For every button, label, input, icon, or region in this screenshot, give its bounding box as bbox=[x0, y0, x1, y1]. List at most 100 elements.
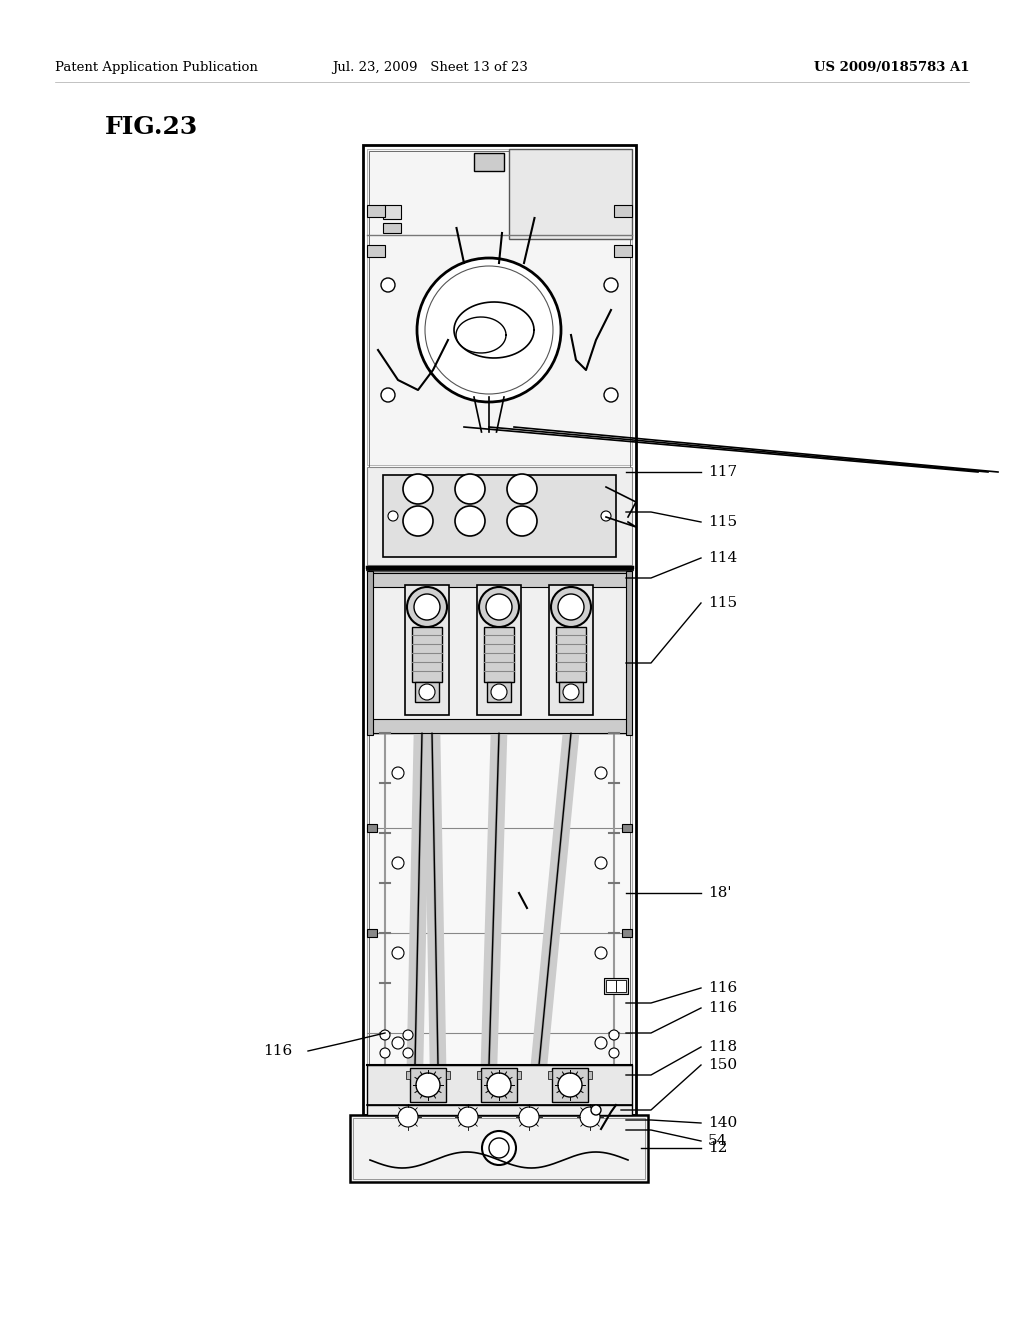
Circle shape bbox=[380, 1030, 390, 1040]
Bar bbox=[517, 1071, 521, 1078]
Circle shape bbox=[380, 1048, 390, 1059]
Circle shape bbox=[595, 1038, 607, 1049]
Text: Patent Application Publication: Patent Application Publication bbox=[55, 62, 258, 74]
Text: 18': 18' bbox=[708, 886, 731, 900]
Text: US 2009/0185783 A1: US 2009/0185783 A1 bbox=[814, 62, 970, 74]
Bar bbox=[614, 205, 632, 216]
Bar bbox=[626, 572, 632, 735]
Bar bbox=[383, 223, 401, 234]
Circle shape bbox=[507, 506, 537, 536]
Text: 116: 116 bbox=[708, 1001, 737, 1015]
Circle shape bbox=[398, 1107, 418, 1127]
Circle shape bbox=[417, 257, 561, 403]
Bar bbox=[477, 585, 521, 715]
Circle shape bbox=[458, 1107, 478, 1127]
Bar bbox=[369, 150, 630, 1109]
Circle shape bbox=[403, 1048, 413, 1059]
Bar bbox=[353, 1118, 645, 1179]
Bar bbox=[481, 1068, 517, 1102]
Circle shape bbox=[486, 594, 512, 620]
Circle shape bbox=[455, 506, 485, 536]
Circle shape bbox=[388, 511, 398, 521]
Bar bbox=[552, 1068, 588, 1102]
Circle shape bbox=[479, 587, 519, 627]
Bar bbox=[477, 1071, 481, 1078]
Bar bbox=[367, 246, 385, 257]
Bar bbox=[556, 627, 586, 682]
Circle shape bbox=[489, 1138, 509, 1158]
Circle shape bbox=[551, 587, 591, 627]
Circle shape bbox=[403, 474, 433, 504]
Circle shape bbox=[419, 684, 435, 700]
Bar bbox=[383, 205, 401, 219]
Bar bbox=[371, 719, 628, 733]
Circle shape bbox=[609, 1030, 618, 1040]
Bar bbox=[410, 1068, 446, 1102]
Text: 116: 116 bbox=[263, 1044, 292, 1059]
Circle shape bbox=[403, 1030, 413, 1040]
Circle shape bbox=[595, 857, 607, 869]
Circle shape bbox=[416, 1073, 440, 1097]
Circle shape bbox=[392, 946, 404, 960]
Circle shape bbox=[490, 684, 507, 700]
Bar bbox=[350, 1115, 648, 1181]
Circle shape bbox=[604, 279, 618, 292]
Bar bbox=[446, 1071, 450, 1078]
Bar bbox=[606, 979, 616, 993]
Bar bbox=[406, 585, 449, 715]
Circle shape bbox=[392, 857, 404, 869]
Circle shape bbox=[601, 511, 611, 521]
Text: 115: 115 bbox=[708, 515, 737, 529]
Text: Jul. 23, 2009   Sheet 13 of 23: Jul. 23, 2009 Sheet 13 of 23 bbox=[332, 62, 528, 74]
Circle shape bbox=[563, 684, 579, 700]
Bar bbox=[371, 573, 628, 733]
Bar bbox=[622, 929, 632, 937]
Circle shape bbox=[407, 587, 447, 627]
Bar bbox=[406, 1071, 410, 1078]
Bar bbox=[367, 467, 632, 565]
Circle shape bbox=[558, 1073, 582, 1097]
Bar bbox=[367, 149, 632, 465]
Text: 117: 117 bbox=[708, 465, 737, 479]
Bar bbox=[367, 205, 385, 216]
Bar bbox=[367, 1065, 632, 1105]
Bar bbox=[367, 929, 377, 937]
Bar bbox=[367, 824, 377, 832]
Circle shape bbox=[609, 1048, 618, 1059]
Bar bbox=[622, 824, 632, 832]
Bar bbox=[559, 682, 583, 702]
Bar bbox=[474, 153, 504, 172]
Bar bbox=[548, 1071, 552, 1078]
Circle shape bbox=[482, 1131, 516, 1166]
Bar bbox=[588, 1071, 592, 1078]
Circle shape bbox=[558, 594, 584, 620]
Circle shape bbox=[604, 388, 618, 403]
Text: 118: 118 bbox=[708, 1040, 737, 1053]
Circle shape bbox=[591, 1105, 601, 1115]
Bar bbox=[367, 1105, 632, 1115]
Text: 115: 115 bbox=[708, 597, 737, 610]
Text: 54: 54 bbox=[708, 1134, 727, 1148]
Text: 116: 116 bbox=[708, 981, 737, 995]
Circle shape bbox=[507, 474, 537, 504]
Bar bbox=[614, 246, 632, 257]
Circle shape bbox=[381, 279, 395, 292]
Text: 12: 12 bbox=[708, 1140, 727, 1155]
Circle shape bbox=[580, 1107, 600, 1127]
Text: 114: 114 bbox=[708, 550, 737, 565]
Text: FIG.23: FIG.23 bbox=[105, 115, 199, 139]
Bar bbox=[549, 585, 593, 715]
Bar bbox=[487, 682, 511, 702]
Circle shape bbox=[403, 506, 433, 536]
Circle shape bbox=[595, 767, 607, 779]
Bar bbox=[362, 145, 636, 1115]
Bar bbox=[604, 978, 628, 994]
Circle shape bbox=[595, 946, 607, 960]
Circle shape bbox=[487, 1073, 511, 1097]
Text: 140: 140 bbox=[708, 1115, 737, 1130]
Circle shape bbox=[392, 767, 404, 779]
Bar bbox=[509, 149, 632, 239]
Bar bbox=[415, 682, 439, 702]
Bar bbox=[367, 733, 632, 1065]
Bar bbox=[412, 627, 442, 682]
